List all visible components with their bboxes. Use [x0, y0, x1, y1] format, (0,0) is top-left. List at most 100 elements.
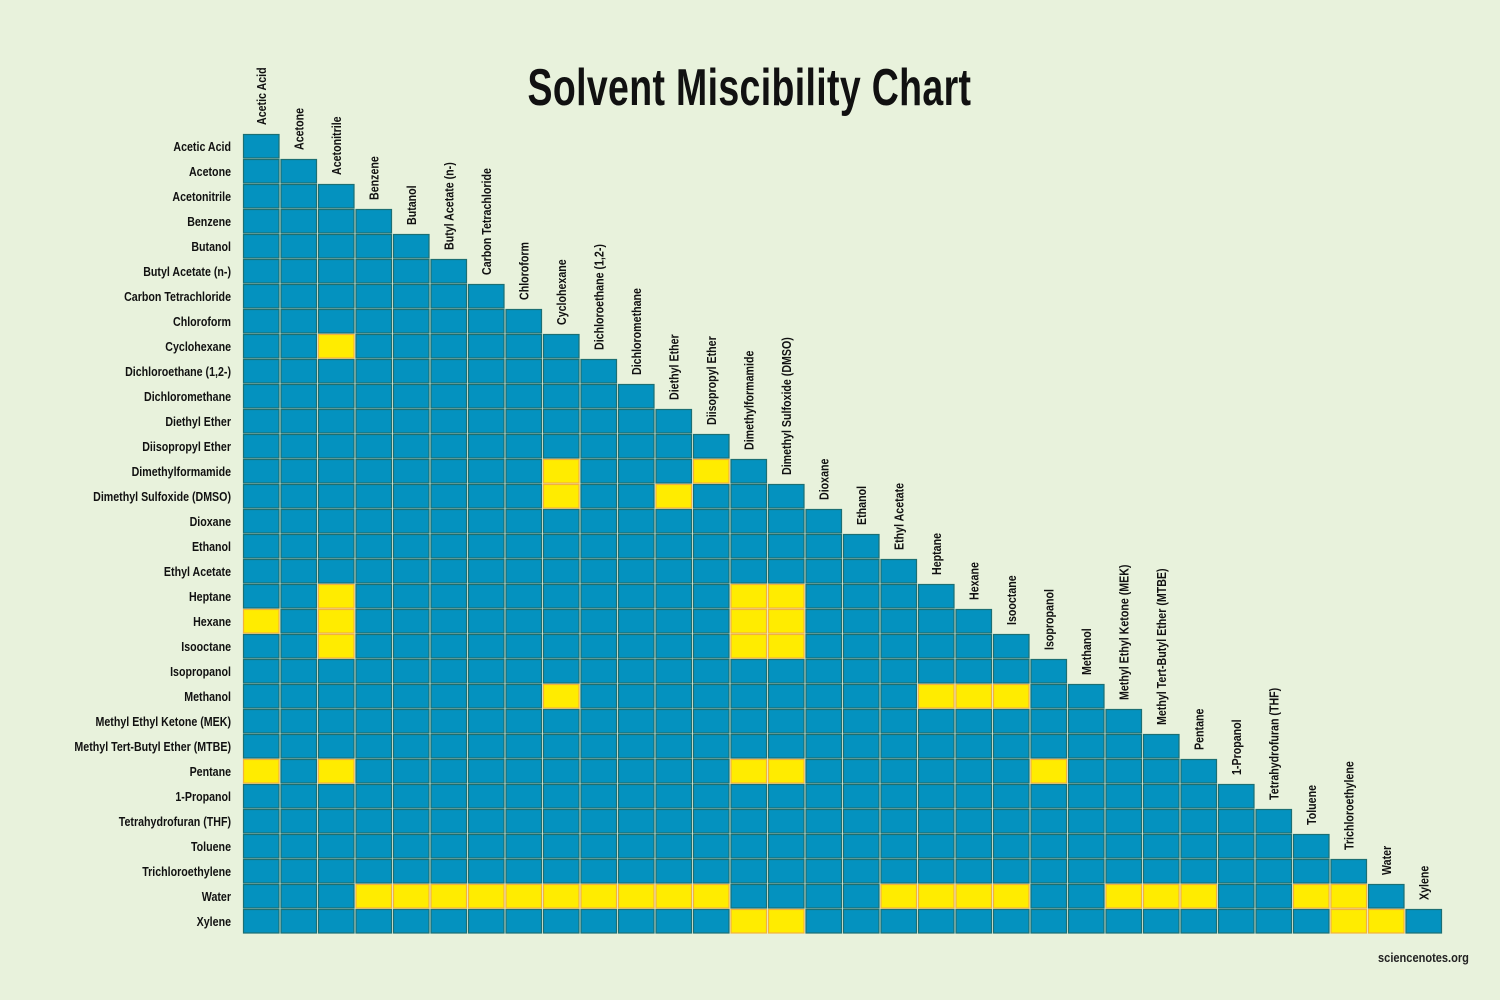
cell-miscible [542, 608, 580, 634]
cell-miscible [280, 233, 318, 259]
cell-miscible [617, 608, 655, 634]
cell-miscible [355, 283, 393, 309]
cell-miscible [430, 458, 468, 484]
cell-miscible [580, 458, 618, 484]
cell-miscible [242, 533, 280, 559]
cell-miscible [355, 408, 393, 434]
cell-miscible [1030, 833, 1068, 859]
cell-miscible [392, 308, 430, 334]
cell-miscible [317, 658, 355, 684]
cell-miscible [355, 658, 393, 684]
cell-miscible [392, 608, 430, 634]
cell-miscible [392, 583, 430, 609]
cell-miscible [467, 658, 505, 684]
cell-miscible [430, 433, 468, 459]
cell-miscible [430, 483, 468, 509]
row-label: Ethyl Acetate [164, 564, 231, 579]
cell-miscible [317, 408, 355, 434]
cell-miscible [692, 608, 730, 634]
cell-miscible [617, 858, 655, 884]
cell-miscible [542, 658, 580, 684]
cell-miscible [1142, 833, 1180, 859]
cell-miscible [880, 783, 918, 809]
cell-miscible [1105, 908, 1143, 934]
cell-miscible [1405, 908, 1443, 934]
cell-miscible [1217, 833, 1255, 859]
cell-miscible [317, 858, 355, 884]
column-label: Pentane [1191, 708, 1206, 750]
cell-miscible [767, 683, 805, 709]
cell-miscible [767, 733, 805, 759]
cell-miscible [430, 508, 468, 534]
cell-miscible [317, 708, 355, 734]
cell-miscible [505, 833, 543, 859]
cell-miscible [242, 133, 280, 159]
cell-miscible [430, 383, 468, 409]
row-label: Hexane [193, 614, 231, 629]
column-label: Dichloromethane [629, 288, 644, 375]
column-label: Methyl Tert-Butyl Ether (MTBE) [1154, 568, 1169, 725]
cell-miscible [655, 833, 693, 859]
cell-miscible [617, 733, 655, 759]
cell-miscible [467, 808, 505, 834]
cell-miscible [580, 833, 618, 859]
cell-miscible [392, 383, 430, 409]
cell-miscible [467, 458, 505, 484]
cell-miscible [955, 808, 993, 834]
cell-miscible [880, 708, 918, 734]
cell-miscible [355, 708, 393, 734]
column-label: Acetic Acid [254, 67, 269, 125]
cell-miscible [1067, 683, 1105, 709]
cell-miscible [992, 908, 1030, 934]
row-label: Chloroform [173, 314, 231, 329]
cell-miscible [542, 333, 580, 359]
cell-miscible [317, 883, 355, 909]
cell-miscible [730, 883, 768, 909]
row-label: Dimethyl Sulfoxide (DMSO) [93, 489, 231, 504]
cell-immiscible [317, 608, 355, 634]
cell-miscible [280, 683, 318, 709]
row-label: Ethanol [192, 539, 231, 554]
cell-immiscible [767, 633, 805, 659]
cell-miscible [430, 683, 468, 709]
cell-miscible [280, 908, 318, 934]
row-label: Xylene [197, 914, 232, 929]
cell-miscible [392, 758, 430, 784]
cell-miscible [430, 533, 468, 559]
row-label: Methyl Tert-Butyl Ether (MTBE) [74, 739, 231, 754]
cell-immiscible [880, 883, 918, 909]
cell-immiscible [767, 758, 805, 784]
cell-miscible [1330, 858, 1368, 884]
cell-miscible [1142, 733, 1180, 759]
cell-miscible [580, 533, 618, 559]
cell-miscible [505, 358, 543, 384]
cell-miscible [355, 208, 393, 234]
column-label: Tetrahydrofuran (THF) [1266, 688, 1281, 800]
cell-miscible [317, 233, 355, 259]
cell-immiscible [692, 883, 730, 909]
cell-miscible [767, 783, 805, 809]
cell-miscible [955, 783, 993, 809]
cell-miscible [430, 658, 468, 684]
cell-miscible [617, 908, 655, 934]
cell-miscible [880, 583, 918, 609]
cell-miscible [242, 258, 280, 284]
cell-miscible [505, 608, 543, 634]
cell-miscible [467, 383, 505, 409]
cell-miscible [580, 508, 618, 534]
cell-miscible [655, 758, 693, 784]
cell-miscible [355, 683, 393, 709]
cell-miscible [617, 533, 655, 559]
cell-miscible [280, 733, 318, 759]
cell-miscible [730, 483, 768, 509]
cell-miscible [430, 733, 468, 759]
cell-miscible [1367, 883, 1405, 909]
cell-miscible [1105, 733, 1143, 759]
cell-miscible [355, 533, 393, 559]
cell-miscible [767, 483, 805, 509]
cell-miscible [692, 658, 730, 684]
cell-miscible [992, 808, 1030, 834]
column-label: Trichloroethylene [1341, 761, 1356, 850]
cell-miscible [280, 408, 318, 434]
